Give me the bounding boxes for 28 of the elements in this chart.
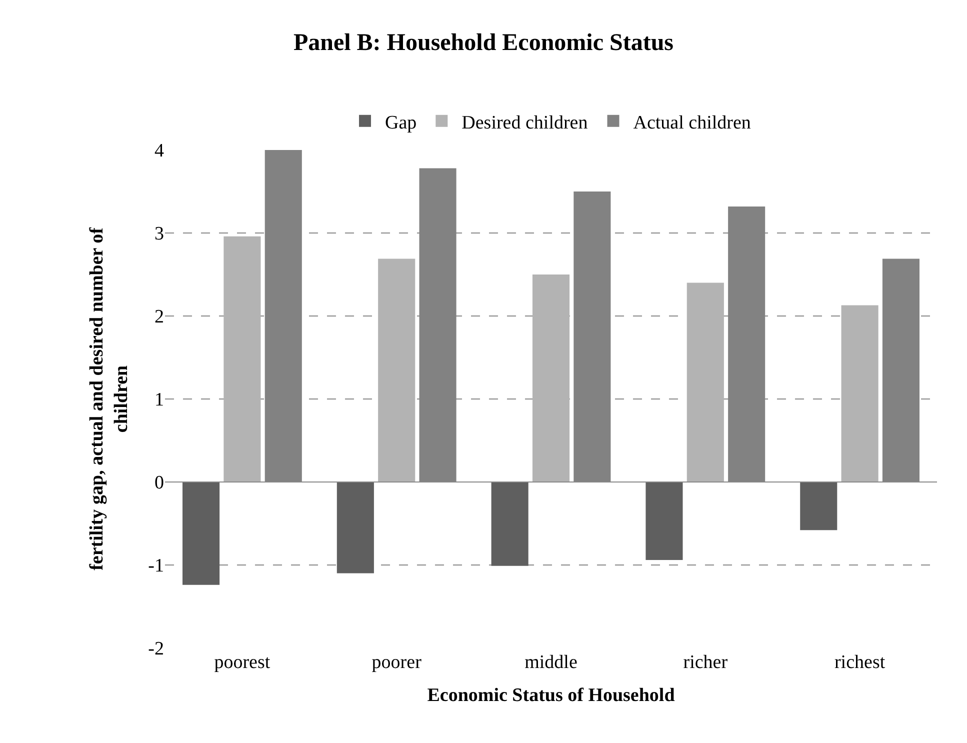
- legend-label: Actual children: [633, 112, 752, 134]
- legend-label: Gap: [385, 112, 417, 134]
- bar: [841, 305, 878, 482]
- y-tick-label: 3: [154, 224, 164, 245]
- legend-label: Desired children: [462, 112, 588, 134]
- x-tick-label: middle: [524, 652, 578, 673]
- bar: [800, 482, 838, 530]
- x-tick-label: poorer: [372, 652, 422, 673]
- y-tick-label: 4: [154, 140, 164, 162]
- bar: [224, 236, 261, 482]
- bar: [686, 282, 724, 482]
- bar: [182, 482, 220, 585]
- y-tick-label: -2: [148, 638, 164, 660]
- bar: [646, 482, 683, 560]
- y-axis-title: fertility gap, actual and desired number of children: [86, 226, 132, 570]
- x-axis-title: Economic Status of Household: [427, 684, 676, 706]
- bar: [378, 258, 416, 482]
- y-tick-label: 0: [154, 472, 164, 494]
- bar: [532, 274, 570, 482]
- x-tick-label: richest: [834, 652, 886, 673]
- x-tick-label: richer: [683, 652, 728, 673]
- y-tick-label: 1: [154, 390, 164, 411]
- x-tick-label: poorest: [214, 652, 271, 673]
- bar: [491, 482, 528, 566]
- bar: [336, 482, 374, 574]
- chart-title: Panel B: Household Economic Status: [293, 30, 674, 56]
- y-tick-label: 2: [154, 306, 164, 328]
- y-tick-label: -1: [148, 556, 164, 577]
